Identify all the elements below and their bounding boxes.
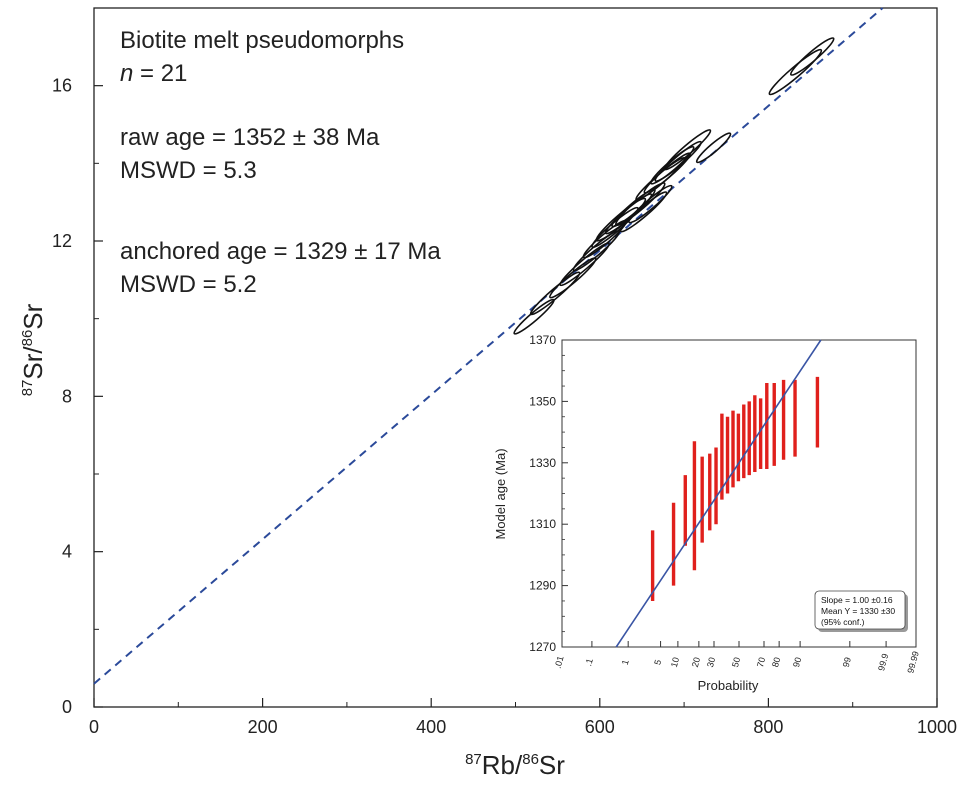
inset-x-tick-label-50: 50 (730, 656, 742, 668)
error-ellipse-17 (654, 140, 702, 183)
reference-line (93, 7, 884, 685)
inset-probability-plot: 1270 1290 1310 1330 1350 1370 .01 .1 1 5 10 20 30 50 7… (493, 333, 921, 693)
x-label-sup-2: 86 (522, 751, 539, 768)
annotation-n-symbol: n (120, 60, 133, 87)
error-ellipse-2 (529, 271, 581, 316)
inset-x-tick-label-20: 20 (690, 656, 702, 668)
y-label-base-2: Sr (18, 303, 48, 329)
inset-y-axis-label: Model age (Ma) (493, 448, 508, 539)
x-label-sup-1: 87 (465, 751, 482, 768)
inset-legend-box (814, 590, 906, 630)
main-axis-ticks: 0 200 400 600 800 1000 0 4 8 12 16 (52, 76, 957, 737)
x-axis-label: 87Rb/86Sr (465, 750, 565, 780)
inset-x-tick-label-10: 10 (669, 656, 681, 668)
inset-y-tick-label-1370: 1370 (529, 333, 556, 347)
error-ellipse-18 (663, 129, 712, 171)
inset-x-tick-label-99: 99 (841, 656, 853, 668)
x-label-base-2: Sr (539, 750, 565, 780)
inset-x-tick-label-.1: .1 (583, 657, 595, 667)
inset-fit-line (615, 339, 822, 648)
x-tick-label-400: 400 (416, 717, 446, 737)
x-tick-label-1000: 1000 (917, 717, 957, 737)
x-tick-label-200: 200 (248, 717, 278, 737)
inset-age-bars (650, 376, 820, 601)
y-tick-label-12: 12 (52, 231, 72, 251)
inset-y-tick-label-1310: 1310 (529, 517, 556, 531)
inset-x-tick-label-99.9: 99.9 (876, 652, 890, 672)
inset-x-tick-label-1: 1 (620, 659, 631, 666)
annotation-sample: Biotite melt pseudomorphs (120, 27, 404, 54)
y-label-sup-2: 86 (19, 330, 36, 347)
annotation-n-value: = 21 (133, 60, 187, 87)
inset-y-tick-label-1290: 1290 (529, 579, 556, 593)
error-ellipse-4 (559, 242, 610, 287)
inset-x-tick-label-90: 90 (791, 656, 803, 668)
error-ellipse-20 (768, 48, 823, 96)
inset-legend-mean: Mean Y = 1330 ±30 (821, 606, 895, 616)
error-ellipse-21 (789, 37, 835, 76)
inset-x-tick-label-.01: .01 (553, 655, 566, 670)
inset-legend-slope: Slope = 1.00 ±0.16 (821, 595, 893, 605)
inset-y-tick-label-1270: 1270 (529, 640, 556, 654)
x-label-base-1: Rb/ (482, 750, 523, 780)
x-tick-label-0: 0 (89, 717, 99, 737)
annotation-anchored-age: anchored age = 1329 ± 17 Ma (120, 238, 441, 265)
inset-legend-conf: (95% conf.) (821, 617, 865, 627)
inset-axis-ticks: 1270 1290 1310 1330 1350 1370 .01 .1 1 5 10 20 30 50 7… (529, 333, 921, 674)
annotation-raw-age: raw age = 1352 ± 38 Ma (120, 124, 380, 151)
x-tick-label-600: 600 (585, 717, 615, 737)
inset-x-tick-label-5: 5 (652, 659, 663, 666)
y-axis-label: 87Sr/86Sr (18, 303, 48, 396)
y-tick-label-0: 0 (62, 697, 72, 717)
x-tick-label-800: 800 (753, 717, 783, 737)
y-label-sup-1: 87 (19, 380, 36, 397)
error-ellipses (513, 37, 835, 335)
y-label-base-1: Sr/ (18, 346, 48, 380)
inset-x-tick-label-80: 80 (770, 656, 782, 668)
error-ellipse-19 (695, 132, 732, 164)
inset-y-tick-label-1350: 1350 (529, 394, 556, 408)
annotation-raw-mswd: MSWD = 5.3 (120, 157, 257, 184)
annotation-anchored-mswd: MSWD = 5.2 (120, 271, 257, 298)
error-ellipse-3 (549, 257, 597, 299)
y-tick-label-8: 8 (62, 386, 72, 406)
inset-x-tick-label-70: 70 (755, 656, 767, 668)
error-ellipse-13 (628, 184, 673, 224)
y-tick-label-16: 16 (52, 76, 72, 96)
annotation-n: n = 21 (120, 60, 187, 87)
y-tick-label-4: 4 (62, 542, 72, 562)
inset-y-tick-label-1330: 1330 (529, 456, 556, 470)
inset-x-tick-label-30: 30 (705, 656, 717, 668)
error-ellipse-12 (619, 191, 668, 233)
inset-legend: Slope = 1.00 ±0.16 Mean Y = 1330 ±30 (95… (814, 590, 908, 632)
inset-x-axis-label: Probability (698, 678, 759, 693)
